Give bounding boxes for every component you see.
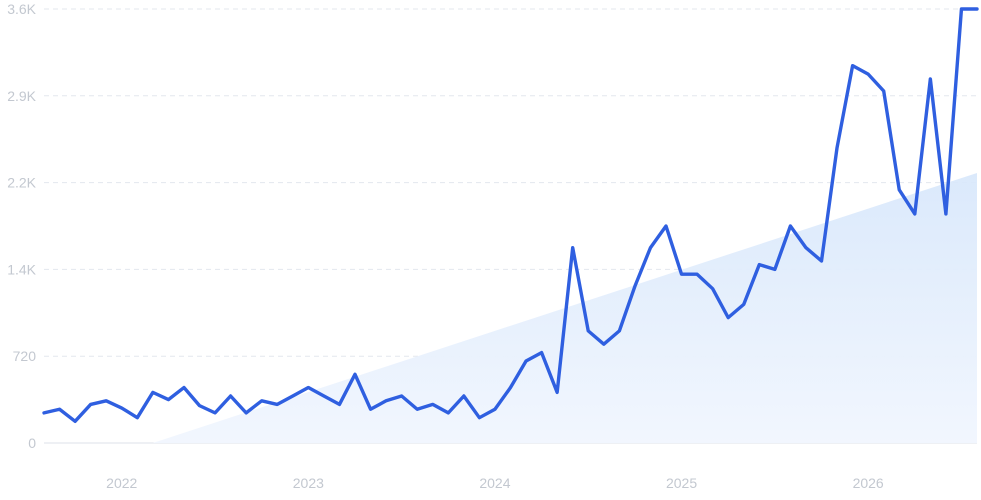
y-tick-label: 2.2K — [7, 175, 36, 191]
series — [42, 7, 979, 423]
y-tick-label: 720 — [13, 348, 37, 364]
y-tick-label: 0 — [28, 435, 36, 451]
x-tick-label: 2026 — [853, 475, 884, 491]
x-tick-label: 2023 — [293, 475, 324, 491]
y-axis-ticks: 0 720 1.4K 2.2K 2.9K 3.6K — [7, 1, 36, 451]
x-tick-label: 2024 — [479, 475, 510, 491]
y-tick-label: 2.9K — [7, 88, 36, 104]
x-tick-label: 2022 — [106, 475, 137, 491]
x-axis-ticks: 2022 2023 2024 2025 2026 — [106, 475, 884, 491]
y-tick-label: 1.4K — [7, 261, 36, 277]
x-tick-label: 2025 — [666, 475, 697, 491]
y-tick-label: 3.6K — [7, 1, 36, 17]
series-line — [42, 7, 979, 423]
